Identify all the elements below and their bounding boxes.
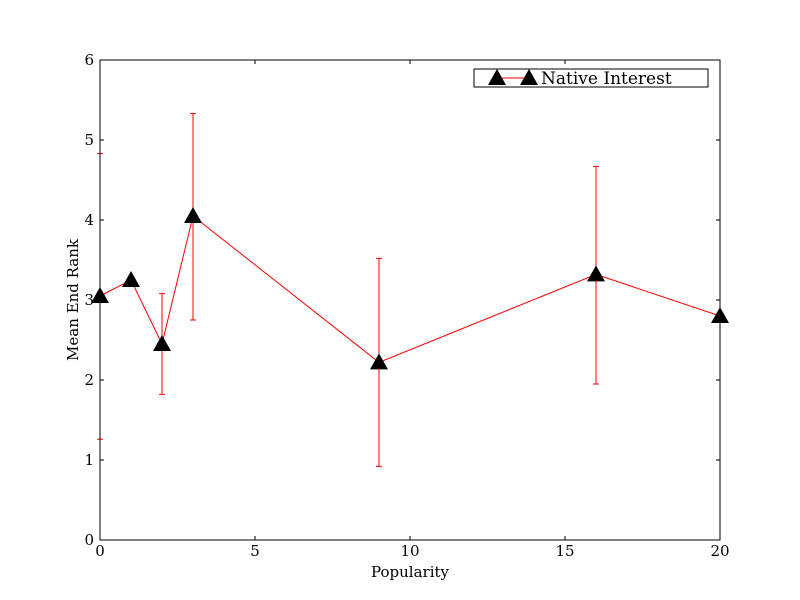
- data-point-marker: [122, 271, 140, 287]
- x-tick-label: 0: [95, 542, 105, 560]
- x-tick-label: 20: [710, 542, 729, 560]
- y-tick-label: 4: [84, 211, 94, 229]
- y-axis-label: Mean End Rank: [64, 238, 82, 361]
- data-point-marker: [587, 265, 605, 282]
- plot-frame: [99, 59, 721, 541]
- y-tick-label: 0: [84, 531, 94, 549]
- y-tick-label: 2: [84, 371, 94, 389]
- x-tick-label: 10: [400, 542, 419, 560]
- data-point-marker: [153, 335, 171, 351]
- legend-label: Native Interest: [541, 69, 672, 89]
- y-tick-label: 1: [84, 451, 94, 469]
- x-axis-label: Popularity: [371, 563, 450, 581]
- labels-layer: 0 5 10 15 20 0 1 2 3 4 5 6: [84, 51, 729, 560]
- y-tick-label: 6: [84, 51, 94, 69]
- data-layer: [91, 113, 729, 467]
- legend-marker-left: [488, 69, 506, 85]
- data-point-marker: [184, 207, 202, 223]
- y-tick-label: 5: [84, 131, 94, 149]
- x-tick-label: 5: [250, 542, 260, 560]
- data-point-marker: [370, 353, 388, 370]
- plot-area: [100, 60, 720, 540]
- y-tick-label: 3: [84, 291, 94, 309]
- legend: Native Interest: [473, 68, 709, 89]
- legend-marker-right: [520, 69, 538, 85]
- x-tick-label: 15: [555, 542, 574, 560]
